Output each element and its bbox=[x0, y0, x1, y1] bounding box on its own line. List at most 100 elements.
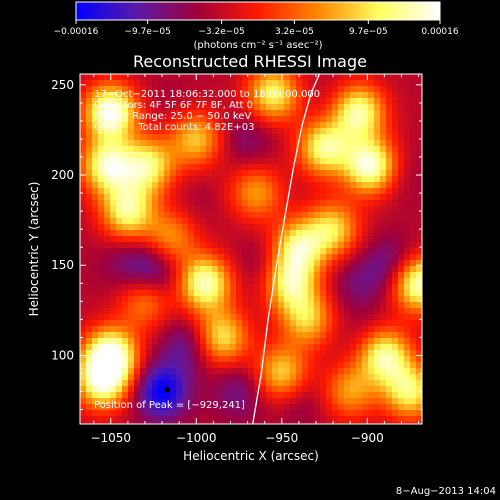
annotation-counts: Clean Total counts: 4.82E+03 bbox=[94, 122, 254, 133]
heatmap-cell bbox=[194, 182, 201, 189]
heatmap-cell bbox=[398, 284, 405, 291]
heatmap-cell bbox=[146, 194, 153, 201]
heatmap-cell bbox=[278, 110, 285, 117]
heatmap-cell bbox=[164, 260, 171, 267]
heatmap-cell bbox=[278, 350, 285, 357]
heatmap-cell bbox=[290, 116, 297, 123]
heatmap-cell bbox=[158, 158, 165, 165]
heatmap-cell bbox=[104, 398, 111, 405]
heatmap-cell bbox=[308, 314, 315, 321]
heatmap-cell bbox=[254, 284, 261, 291]
heatmap-cell bbox=[188, 278, 195, 285]
heatmap-cell bbox=[158, 194, 165, 201]
heatmap-cell bbox=[398, 368, 405, 375]
heatmap-cell bbox=[128, 140, 135, 147]
heatmap-cell bbox=[122, 122, 129, 129]
heatmap-cell bbox=[290, 290, 297, 297]
heatmap-cell bbox=[98, 74, 105, 81]
heatmap-cell bbox=[152, 374, 159, 381]
heatmap-cell bbox=[314, 320, 321, 327]
heatmap-cell bbox=[200, 290, 207, 297]
heatmap-cell bbox=[122, 380, 129, 387]
heatmap-cell bbox=[80, 176, 87, 183]
heatmap-cell bbox=[320, 278, 327, 285]
heatmap-cell bbox=[92, 410, 99, 417]
heatmap-cell bbox=[404, 314, 411, 321]
heatmap-cell bbox=[416, 110, 422, 117]
heatmap-cell bbox=[116, 404, 123, 411]
heatmap-cell bbox=[302, 374, 309, 381]
heatmap-cell bbox=[152, 356, 159, 363]
heatmap-cell bbox=[128, 362, 135, 369]
heatmap-cell bbox=[332, 188, 339, 195]
heatmap-cell bbox=[134, 188, 141, 195]
heatmap-cell bbox=[128, 320, 135, 327]
heatmap-cell bbox=[290, 338, 297, 345]
heatmap-cell bbox=[290, 326, 297, 333]
heatmap-cell bbox=[416, 128, 422, 135]
heatmap-cell bbox=[326, 422, 333, 424]
heatmap-cell bbox=[386, 92, 393, 99]
heatmap-cell bbox=[128, 80, 135, 87]
heatmap-cell bbox=[224, 98, 231, 105]
heatmap-cell bbox=[110, 260, 117, 267]
heatmap-cell bbox=[224, 254, 231, 261]
heatmap-cell bbox=[344, 116, 351, 123]
heatmap-cell bbox=[170, 206, 177, 213]
heatmap-cell bbox=[362, 398, 369, 405]
heatmap-cell bbox=[308, 80, 315, 87]
heatmap-cell bbox=[266, 368, 273, 375]
heatmap-cell bbox=[368, 296, 375, 303]
heatmap-cell bbox=[122, 302, 129, 309]
heatmap-cell bbox=[410, 92, 417, 99]
heatmap-cell bbox=[128, 422, 135, 424]
heatmap-cell bbox=[302, 176, 309, 183]
heatmap-cell bbox=[182, 206, 189, 213]
heatmap-cell bbox=[308, 224, 315, 231]
heatmap-cell bbox=[368, 350, 375, 357]
heatmap-cell bbox=[362, 320, 369, 327]
heatmap-cell bbox=[314, 170, 321, 177]
heatmap-cell bbox=[284, 122, 291, 129]
heatmap-cell bbox=[218, 422, 225, 424]
heatmap-cell bbox=[272, 302, 279, 309]
heatmap-cell bbox=[134, 266, 141, 273]
heatmap-cell bbox=[200, 272, 207, 279]
heatmap-cell bbox=[392, 92, 399, 99]
heatmap-cell bbox=[218, 116, 225, 123]
heatmap-cell bbox=[254, 230, 261, 237]
heatmap-cell bbox=[80, 398, 87, 405]
heatmap-cell bbox=[332, 254, 339, 261]
heatmap-cell bbox=[122, 140, 129, 147]
heatmap-cell bbox=[260, 146, 267, 153]
heatmap-cell bbox=[326, 308, 333, 315]
heatmap-cell bbox=[146, 146, 153, 153]
heatmap-cell bbox=[416, 308, 422, 315]
heatmap-cell bbox=[92, 176, 99, 183]
heatmap-cell bbox=[290, 356, 297, 363]
heatmap-cell bbox=[128, 146, 135, 153]
heatmap-cell bbox=[368, 194, 375, 201]
heatmap-cell bbox=[332, 86, 339, 93]
heatmap-cell bbox=[122, 230, 129, 237]
heatmap-cell bbox=[98, 152, 105, 159]
heatmap-cell bbox=[350, 326, 357, 333]
heatmap-cell bbox=[368, 398, 375, 405]
heatmap-cell bbox=[248, 134, 255, 141]
heatmap-cell bbox=[212, 416, 219, 423]
heatmap-cell bbox=[116, 386, 123, 393]
heatmap-cell bbox=[206, 284, 213, 291]
heatmap-cell bbox=[284, 308, 291, 315]
heatmap-cell bbox=[212, 104, 219, 111]
heatmap-cell bbox=[302, 92, 309, 99]
heatmap-cell bbox=[182, 164, 189, 171]
heatmap-cell bbox=[218, 410, 225, 417]
heatmap-cell bbox=[110, 110, 117, 117]
heatmap-cell bbox=[146, 374, 153, 381]
heatmap-cell bbox=[392, 122, 399, 129]
heatmap-cell bbox=[176, 350, 183, 357]
heatmap-cell bbox=[128, 194, 135, 201]
heatmap-cell bbox=[80, 392, 87, 399]
heatmap-cell bbox=[194, 236, 201, 243]
heatmap-cell bbox=[362, 392, 369, 399]
